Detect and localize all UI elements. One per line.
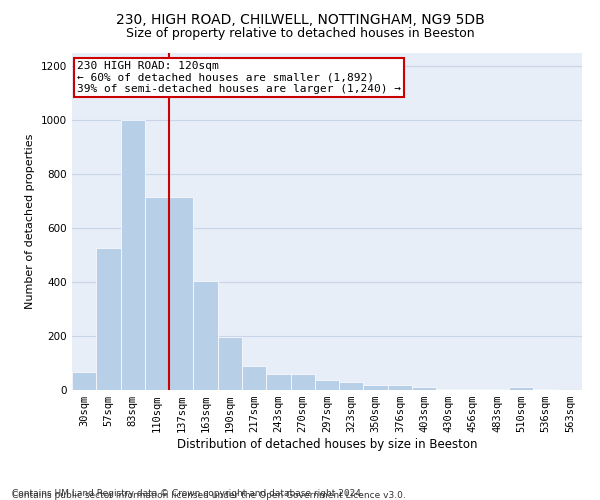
X-axis label: Distribution of detached houses by size in Beeston: Distribution of detached houses by size … [177, 438, 477, 451]
Text: 230, HIGH ROAD, CHILWELL, NOTTINGHAM, NG9 5DB: 230, HIGH ROAD, CHILWELL, NOTTINGHAM, NG… [116, 12, 484, 26]
Bar [193, 280, 218, 390]
Bar [461, 388, 485, 390]
Bar [315, 380, 339, 390]
Bar [290, 374, 315, 390]
Bar [412, 387, 436, 390]
Text: Size of property relative to detached houses in Beeston: Size of property relative to detached ho… [125, 28, 475, 40]
Bar [242, 366, 266, 390]
Bar [169, 197, 193, 390]
Bar [388, 385, 412, 390]
Y-axis label: Number of detached properties: Number of detached properties [25, 134, 35, 309]
Bar [218, 337, 242, 390]
Text: Contains public sector information licensed under the Open Government Licence v3: Contains public sector information licen… [12, 491, 406, 500]
Bar [266, 374, 290, 390]
Text: Contains HM Land Registry data © Crown copyright and database right 2024.: Contains HM Land Registry data © Crown c… [12, 488, 364, 498]
Bar [145, 197, 169, 390]
Bar [72, 372, 96, 390]
Bar [436, 388, 461, 390]
Bar [509, 387, 533, 390]
Text: 230 HIGH ROAD: 120sqm
← 60% of detached houses are smaller (1,892)
39% of semi-d: 230 HIGH ROAD: 120sqm ← 60% of detached … [77, 61, 401, 94]
Bar [533, 388, 558, 390]
Bar [96, 248, 121, 390]
Bar [485, 388, 509, 390]
Bar [121, 120, 145, 390]
Bar [339, 382, 364, 390]
Bar [364, 385, 388, 390]
